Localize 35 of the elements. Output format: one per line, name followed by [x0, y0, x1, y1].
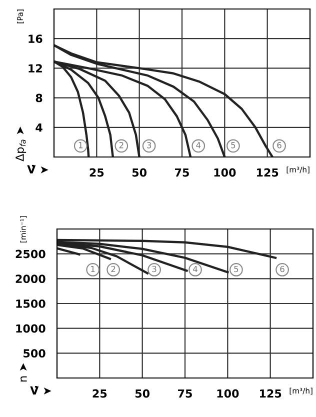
x-tick-label: 125	[256, 168, 278, 177]
annotation: 3	[152, 266, 156, 272]
x-axis-title: V̇ ➤	[30, 386, 52, 395]
annotation: 5	[231, 142, 236, 148]
y-tick-label: 8	[36, 94, 42, 102]
x-tick-label: 100	[214, 168, 236, 177]
x-tick-label: 100	[217, 389, 239, 398]
x-tick-label: 25	[92, 389, 107, 398]
y-tick-label: 12	[28, 64, 42, 72]
y-tick-label: 1000	[16, 324, 46, 333]
annotation: 2	[119, 142, 124, 148]
annotation: 5	[234, 266, 238, 272]
x-axis-title: V̇ ➤	[27, 164, 48, 174]
annotation: 6	[280, 266, 284, 272]
y-tick-label: 500	[24, 349, 46, 358]
annotation: 6	[277, 142, 282, 148]
y-tick-label: 2500	[16, 250, 46, 258]
y-tick-label: 16	[28, 34, 42, 43]
annotation: 1	[91, 266, 95, 272]
annotation: 1	[78, 142, 83, 148]
y-tick-label: 4	[36, 124, 42, 132]
y-axis-title: n ➤	[20, 363, 27, 382]
y-axis-title: Δp$_{fa}$ ➤	[16, 126, 26, 162]
x-tick-label: 50	[135, 389, 150, 398]
annotation: 4	[196, 142, 201, 148]
y-tick-label: 2000	[16, 274, 46, 284]
x-tick-label: 50	[132, 168, 147, 177]
x-tick-label: 125	[260, 389, 282, 398]
annotation: 3	[147, 142, 152, 148]
x-tick-label: 25	[90, 168, 104, 177]
x-tick-label: 75	[175, 168, 189, 177]
x-tick-label: 75	[178, 389, 192, 398]
y-tick-label: 1500	[16, 299, 46, 308]
annotation: 2	[111, 266, 116, 272]
annotation: 4	[192, 266, 198, 272]
